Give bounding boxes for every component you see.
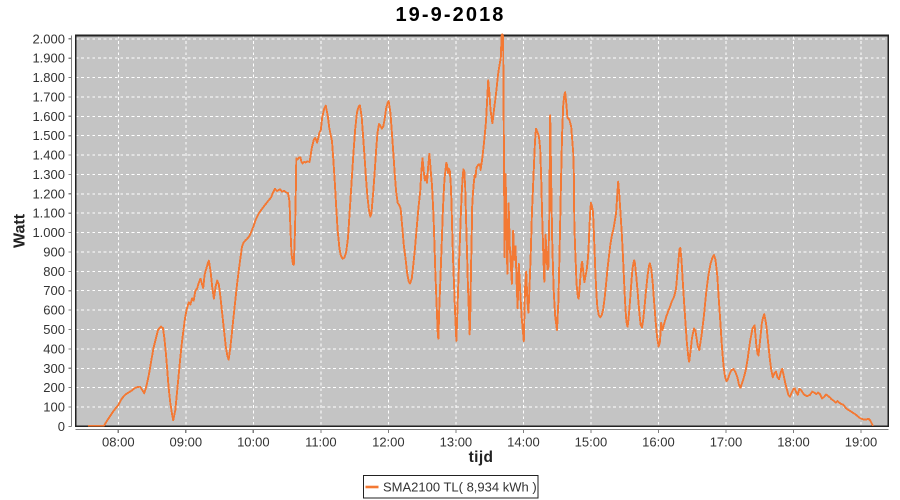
svg-text:1.900: 1.900 (32, 51, 65, 66)
svg-text:2.000: 2.000 (32, 31, 65, 46)
svg-text:1.100: 1.100 (32, 206, 65, 221)
svg-text:17:00: 17:00 (710, 434, 743, 449)
svg-text:700: 700 (43, 283, 65, 298)
svg-text:200: 200 (43, 380, 65, 395)
svg-text:1.000: 1.000 (32, 225, 65, 240)
svg-text:10:00: 10:00 (237, 434, 270, 449)
svg-text:Watt: Watt (12, 213, 29, 248)
svg-text:1.600: 1.600 (32, 109, 65, 124)
svg-text:12:00: 12:00 (372, 434, 405, 449)
svg-text:14:00: 14:00 (507, 434, 540, 449)
svg-text:09:00: 09:00 (170, 434, 203, 449)
svg-text:1.800: 1.800 (32, 70, 65, 85)
svg-text:500: 500 (43, 322, 65, 337)
svg-text:1.200: 1.200 (32, 186, 65, 201)
svg-text:19-9-2018: 19-9-2018 (395, 4, 505, 26)
svg-text:400: 400 (43, 341, 65, 356)
svg-text:18:00: 18:00 (777, 434, 810, 449)
svg-text:1.500: 1.500 (32, 128, 65, 143)
svg-text:1.300: 1.300 (32, 167, 65, 182)
svg-text:19:00: 19:00 (845, 434, 878, 449)
svg-text:SMA2100 TL( 8,934 kWh ): SMA2100 TL( 8,934 kWh ) (383, 480, 537, 495)
svg-text:16:00: 16:00 (642, 434, 675, 449)
svg-text:15:00: 15:00 (575, 434, 608, 449)
svg-text:300: 300 (43, 361, 65, 376)
svg-text:tijd: tijd (469, 449, 494, 466)
svg-text:0: 0 (58, 419, 65, 434)
svg-text:900: 900 (43, 244, 65, 259)
svg-text:1.400: 1.400 (32, 148, 65, 163)
svg-text:100: 100 (43, 400, 65, 415)
svg-text:13:00: 13:00 (440, 434, 473, 449)
svg-text:600: 600 (43, 303, 65, 318)
svg-text:800: 800 (43, 264, 65, 279)
svg-text:08:00: 08:00 (102, 434, 135, 449)
svg-text:1.700: 1.700 (32, 89, 65, 104)
svg-text:11:00: 11:00 (305, 434, 337, 449)
